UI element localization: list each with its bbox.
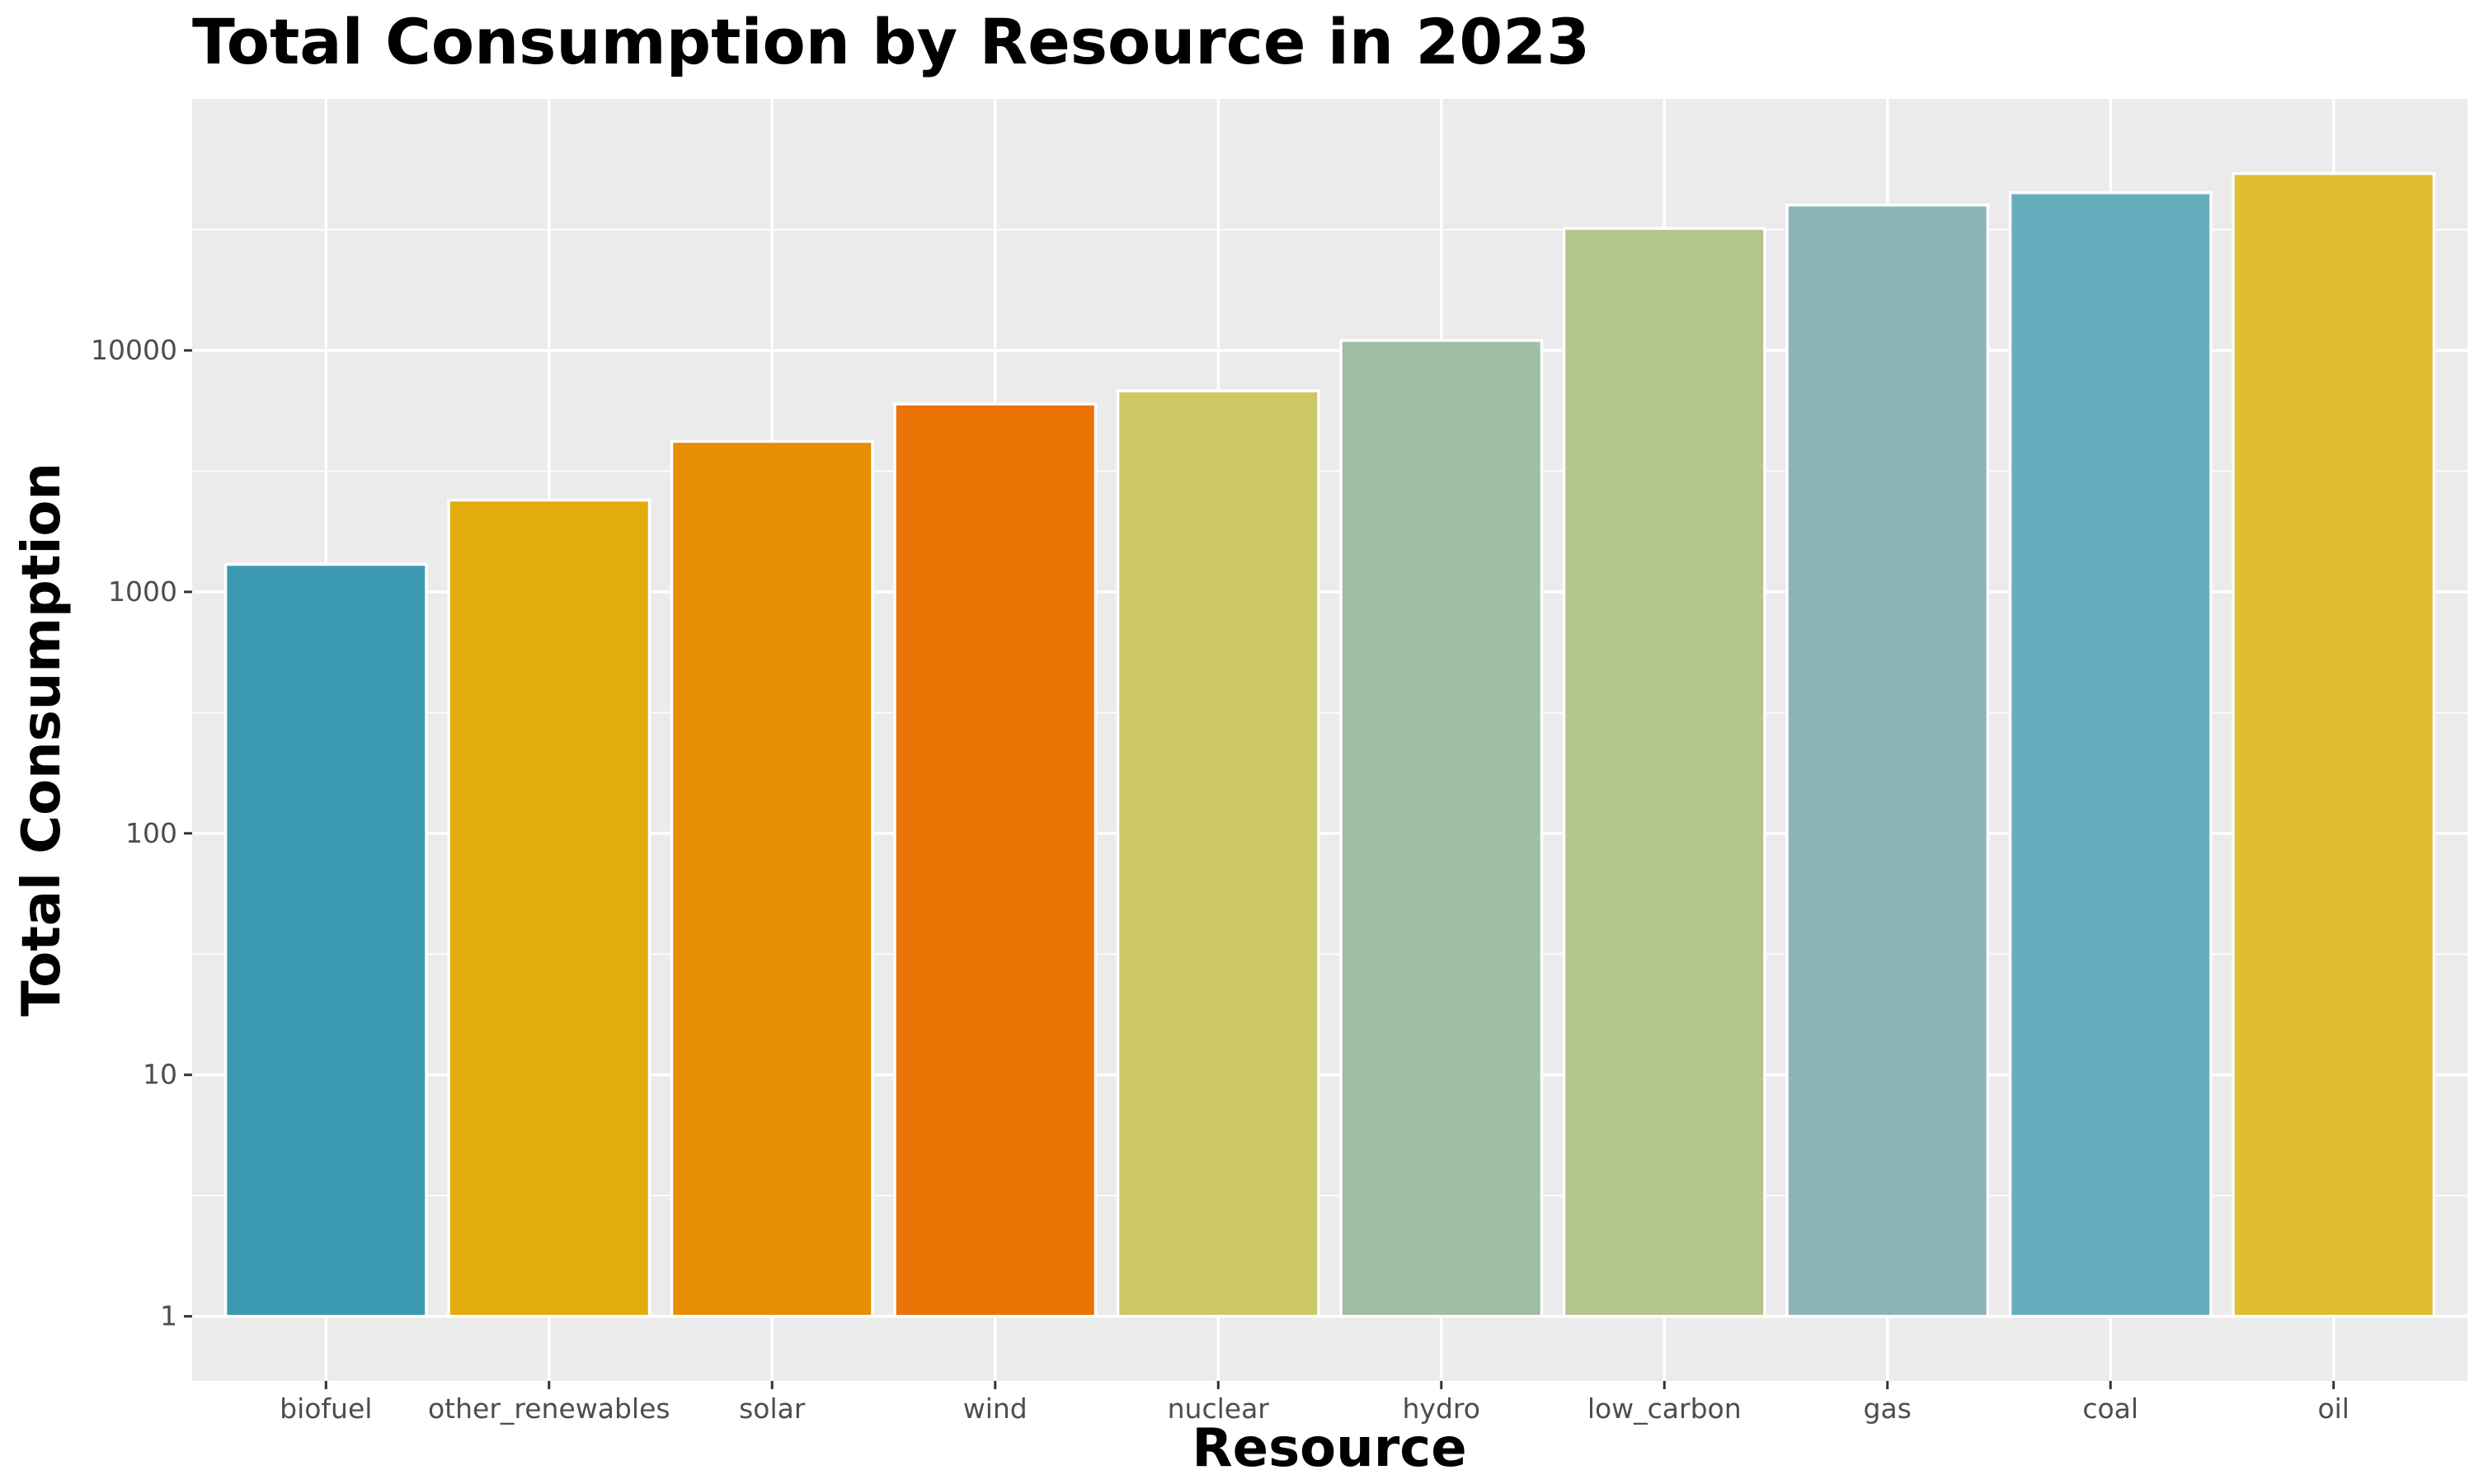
- x-axis: biofuel other_renewables solar wind nuclear h…: [280, 1381, 2349, 1425]
- y-tick-label: 1: [160, 1300, 177, 1332]
- bar-biofuel: [223, 562, 428, 1318]
- bars: [223, 171, 2436, 1318]
- y-tick-label: 10000: [91, 334, 177, 366]
- bar-hydro: [1339, 339, 1544, 1318]
- y-tick-label: 10: [143, 1059, 177, 1091]
- x-tick-label: biofuel: [280, 1392, 372, 1425]
- bar-low_carbon: [1562, 227, 1766, 1318]
- x-tick-label: coal: [2082, 1392, 2138, 1425]
- y-axis: 1 10 100 1000 10000: [91, 334, 192, 1332]
- bar-coal: [2008, 190, 2213, 1318]
- x-axis-title: Resource: [1192, 1418, 1466, 1479]
- x-tick-label: other_renewables: [428, 1392, 670, 1425]
- x-tick-label: oil: [2317, 1392, 2349, 1425]
- x-tick-label: nuclear: [1168, 1392, 1270, 1425]
- chart-title: Total Consumption by Resource in 2023: [192, 5, 1590, 78]
- bar-oil: [2232, 171, 2436, 1318]
- bar-other_renewables: [447, 498, 651, 1318]
- x-tick-label: hydro: [1403, 1392, 1480, 1425]
- y-tick-label: 100: [125, 817, 177, 849]
- bar-nuclear: [1116, 389, 1320, 1318]
- y-tick-label: 1000: [108, 575, 177, 608]
- bar-solar: [670, 439, 874, 1318]
- bar-wind: [893, 402, 1098, 1318]
- y-axis-title: Total Consumption: [12, 463, 73, 1017]
- bar-gas: [1785, 203, 1990, 1318]
- x-tick-label: solar: [739, 1392, 806, 1425]
- x-tick-label: low_carbon: [1587, 1392, 1742, 1425]
- x-tick-label: wind: [963, 1392, 1028, 1425]
- x-tick-label: gas: [1864, 1392, 1912, 1425]
